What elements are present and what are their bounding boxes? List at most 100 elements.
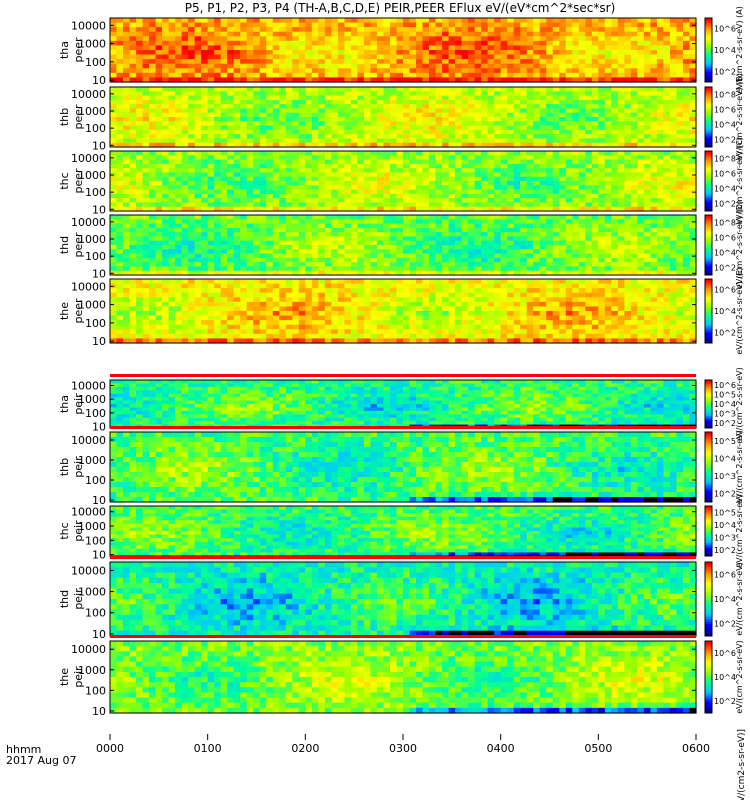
y-tick-label: 10000: [71, 434, 106, 447]
colorbar-unit-label: eV/(cm^2-s-sr-eV): [735, 562, 744, 635]
y-tick-label: 100: [85, 407, 106, 420]
product-label: peer: [72, 104, 85, 130]
x-tick-label: 0000: [96, 742, 124, 755]
y-tick-label: 10000: [71, 643, 106, 656]
product-label: peir: [72, 588, 85, 610]
probe-label: thc: [58, 522, 71, 539]
panel-frame: [109, 86, 697, 148]
colorbar-tick-label: 10^2: [714, 136, 736, 145]
colorbar-tick-label: 10^5: [714, 390, 736, 399]
colorbar-tick-label: 10^6: [714, 170, 736, 179]
y-tick-label: 100: [85, 186, 106, 199]
colorbar: 10^2 10^4 10^6 eV/(cm^2-s-sr-eV): [704, 640, 744, 714]
y-tick-label: 1000: [78, 586, 106, 599]
y-tick-label: 1000: [78, 233, 106, 246]
colorbar-unit-label: eV/(cm^2-s-sr-eV): [735, 494, 744, 567]
colorbar-unit-label: eV/(cm^2-s-sr-eV) (C): [735, 137, 744, 225]
colorbar-tick-label: 10^5: [714, 437, 736, 446]
product-label: peir: [72, 393, 85, 415]
date-label: 2017 Aug 07: [6, 754, 76, 767]
colorbar-tick-label: 10^4: [714, 249, 736, 258]
colorbar-tick-label: 10^2: [714, 67, 736, 76]
colorbar-unit-label: eV/(cm^2-s-sr-eV) (A): [735, 6, 744, 94]
colorbar-tick-label: 10^8: [714, 91, 736, 100]
colorbar-unit-label: eV/(cm^2-s-sr-eV) (E): [735, 267, 744, 354]
y-tick-label: 10000: [71, 379, 106, 392]
panel-frame: [109, 431, 697, 503]
flag-bar: [110, 374, 696, 377]
y-tick-label: 10: [92, 267, 106, 280]
colorbar-tick-label: 10^4: [714, 121, 736, 130]
colorbar-tick-label: 10^2: [714, 264, 736, 273]
y-tick-label: 100: [85, 534, 106, 547]
y-tick-label: 1000: [78, 169, 106, 182]
colorbar-tick-label: 10^6: [714, 25, 736, 34]
y-tick-label: 10: [92, 549, 106, 562]
probe-label: thc: [58, 172, 71, 189]
colorbar-unit-label: eV/(cm^2-s-sr-eV) (D): [735, 201, 744, 289]
colorbar: 10^2 10^4 10^6 10^8 eV/(cm^2-s-sr-eV) (D): [704, 201, 744, 289]
colorbar: 10^2 10^4 10^6 eV/(cm^2-s-sr-eV) (E): [704, 267, 744, 355]
y-tick-label: 10: [92, 705, 106, 718]
product-label: peer: [72, 232, 85, 258]
colorbar-tick-label: 10^3: [714, 472, 736, 481]
colorbar-tick-label: 10^3: [714, 410, 736, 419]
colorbar-tick-label: 10^2: [714, 697, 736, 706]
colorbar-tick-label: 10^6: [714, 649, 736, 658]
y-tick-label: 10: [92, 628, 106, 641]
probe-label: tha: [58, 395, 71, 413]
probe-label: the: [58, 302, 71, 320]
product-label: peir: [72, 520, 85, 542]
y-tick-label: 1000: [78, 38, 106, 51]
colorbar-tick-label: 10^2: [714, 489, 736, 498]
y-tick-label: 10: [92, 139, 106, 152]
colorbar-tick-label: 10^4: [714, 521, 736, 530]
colorbar-tick-label: 10^2: [714, 546, 736, 555]
y-tick-label: 100: [85, 250, 106, 263]
colorbar: 10^2 10^4 10^6 eV/(cm^2-s-sr-eV): [704, 561, 744, 637]
x-tick-label: 0500: [584, 742, 612, 755]
colorbar-tick-label: 10^2: [714, 419, 736, 428]
y-tick-label: 10000: [71, 152, 106, 165]
colorbar-unit-label: eV/(cm^2-s-sr-eV): [735, 640, 744, 713]
y-tick-label: 100: [85, 122, 106, 135]
y-tick-label: 10000: [71, 19, 106, 32]
colorbar-tick-label: 10^4: [714, 454, 736, 463]
colorbar-tick-label: 10^5: [714, 508, 736, 517]
probe-label: thd: [58, 590, 71, 608]
figure-title: P5, P1, P2, P3, P4 (TH-A,B,C,D,E) PEIR,P…: [185, 1, 616, 15]
x-tick-label: 0400: [487, 742, 515, 755]
colorbar: 10^2 10^3 10^4 10^5 eV/(cm^2-s-sr-eV): [704, 494, 744, 568]
colorbar-unit-label: eV/(cm^2-s-sr-eV): [735, 430, 744, 503]
y-tick-label: 1000: [78, 393, 106, 406]
probe-label: thb: [58, 458, 71, 476]
probe-label: thd: [58, 236, 71, 254]
panel-frame: [109, 150, 697, 212]
x-tick-label: 0100: [194, 742, 222, 755]
colorbar: 10^2 10^4 10^6 10^8 eV/(cm^2-s-sr-eV) (B): [704, 73, 744, 161]
colorbar-tick-label: 10^6: [714, 286, 736, 295]
colorbar-tick-label: 10^6: [714, 570, 736, 579]
colorbar-tick-label: 10^2: [714, 328, 736, 337]
time-axis-label: hhmm: [6, 743, 41, 756]
colorbar-tick-label: 10^4: [714, 307, 736, 316]
colorbar-tick-label: 10^2: [714, 200, 736, 209]
probe-label: tha: [58, 41, 71, 59]
panel-frame: [109, 640, 697, 714]
colorbar-tick-label: 10^4: [714, 400, 736, 409]
flag-bar: [110, 426, 696, 429]
colorbar: 10^2 10^4 10^6 10^8 eV/(cm^2-s-sr-eV) (C): [704, 137, 744, 225]
y-tick-label: 10000: [71, 280, 106, 293]
colorbar-tick-label: 10^6: [714, 234, 736, 243]
y-tick-label: 10000: [71, 216, 106, 229]
panel-frame: [109, 17, 697, 83]
y-tick-label: 10: [92, 74, 106, 87]
colorbar: 10^210^310^410^510^6 eV/(cm^2-s-sr-eV): [704, 367, 744, 441]
